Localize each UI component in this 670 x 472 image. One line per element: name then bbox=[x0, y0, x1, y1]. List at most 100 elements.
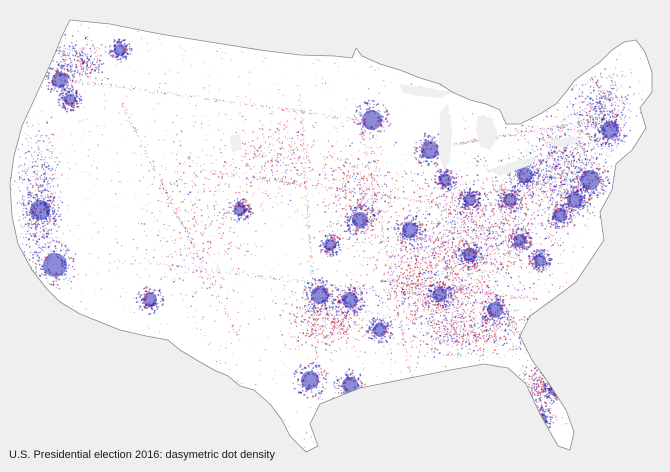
vote-dot bbox=[117, 171, 120, 174]
vote-dot bbox=[230, 58, 232, 60]
vote-dot bbox=[86, 308, 88, 309]
vote-dot bbox=[446, 279, 448, 281]
vote-dot bbox=[413, 454, 414, 455]
vote-dot bbox=[644, 118, 646, 120]
vote-dot bbox=[262, 47, 264, 48]
vote-dot bbox=[484, 203, 485, 205]
vote-dot bbox=[449, 260, 452, 262]
vote-dot bbox=[233, 394, 235, 395]
vote-dot bbox=[82, 119, 84, 121]
vote-dot bbox=[399, 371, 401, 373]
vote-dot bbox=[638, 254, 640, 256]
vote-dot bbox=[30, 176, 32, 178]
vote-dot bbox=[399, 274, 401, 277]
vote-dot bbox=[590, 289, 592, 291]
vote-dot bbox=[38, 53, 40, 55]
vote-dot bbox=[219, 345, 221, 347]
vote-dot bbox=[486, 248, 488, 250]
vote-dot bbox=[156, 342, 158, 344]
vote-dot bbox=[494, 181, 496, 183]
vote-dot bbox=[115, 238, 116, 240]
vote-dot bbox=[584, 224, 586, 226]
vote-dot bbox=[458, 242, 460, 244]
vote-dot bbox=[182, 174, 184, 176]
vote-dot bbox=[559, 314, 561, 316]
vote-dot bbox=[456, 306, 459, 308]
vote-dot bbox=[438, 412, 440, 414]
vote-dot bbox=[586, 218, 588, 220]
vote-dot bbox=[250, 98, 251, 100]
vote-dot bbox=[287, 58, 289, 60]
vote-dot bbox=[426, 240, 428, 242]
vote-dot bbox=[541, 200, 543, 202]
vote-dot bbox=[249, 71, 251, 73]
vote-dot bbox=[219, 48, 221, 50]
vote-dot bbox=[437, 132, 439, 134]
vote-dot bbox=[634, 183, 636, 185]
vote-dot bbox=[42, 298, 44, 300]
vote-dot bbox=[567, 82, 569, 84]
vote-dot bbox=[29, 82, 31, 84]
vote-dot bbox=[306, 328, 308, 329]
vote-dot bbox=[522, 225, 525, 228]
vote-dot bbox=[436, 331, 439, 333]
vote-dot bbox=[460, 218, 463, 221]
vote-dot bbox=[506, 264, 509, 267]
vote-dot bbox=[438, 195, 441, 198]
vote-dot bbox=[493, 235, 496, 238]
vote-dot bbox=[518, 63, 521, 66]
vote-dot bbox=[396, 412, 398, 414]
vote-dot bbox=[526, 154, 528, 156]
vote-dot bbox=[410, 248, 412, 250]
vote-dot bbox=[428, 263, 431, 265]
vote-dot bbox=[369, 325, 370, 327]
vote-dot bbox=[61, 135, 63, 137]
vote-dot bbox=[582, 141, 584, 143]
vote-dot bbox=[419, 259, 421, 261]
vote-dot bbox=[231, 40, 233, 42]
vote-dot bbox=[607, 441, 609, 443]
vote-dot bbox=[565, 176, 567, 178]
vote-dot bbox=[466, 214, 468, 217]
vote-dot bbox=[479, 246, 481, 248]
vote-dot bbox=[470, 236, 472, 238]
vote-dot bbox=[577, 258, 579, 259]
vote-dot bbox=[89, 179, 91, 180]
vote-dot bbox=[283, 156, 285, 158]
vote-dot bbox=[443, 195, 445, 198]
vote-dot bbox=[401, 260, 404, 263]
vote-dot bbox=[549, 225, 552, 228]
vote-dot bbox=[418, 64, 420, 67]
vote-dot bbox=[654, 60, 655, 61]
vote-dot bbox=[415, 366, 418, 368]
vote-dot bbox=[549, 143, 551, 146]
vote-dot bbox=[496, 284, 499, 286]
vote-dot bbox=[403, 246, 405, 247]
vote-dot bbox=[186, 307, 188, 309]
vote-dot bbox=[421, 249, 423, 250]
vote-dot bbox=[465, 120, 467, 121]
vote-dot bbox=[456, 236, 459, 239]
vote-dot bbox=[152, 366, 155, 369]
vote-dot bbox=[567, 311, 569, 313]
vote-dot bbox=[621, 440, 624, 443]
vote-dot bbox=[197, 215, 198, 216]
vote-dot bbox=[420, 242, 422, 244]
vote-dot bbox=[401, 372, 403, 374]
vote-dot bbox=[455, 187, 457, 189]
vote-dot bbox=[621, 74, 624, 76]
vote-dot bbox=[563, 115, 565, 117]
vote-dot bbox=[408, 288, 410, 290]
vote-dot bbox=[59, 310, 61, 312]
vote-dot bbox=[380, 303, 382, 305]
vote-dot bbox=[236, 247, 238, 249]
vote-dot bbox=[645, 408, 647, 411]
vote-dot bbox=[328, 298, 331, 300]
vote-dot bbox=[431, 267, 433, 269]
vote-dot bbox=[649, 201, 651, 202]
vote-dot bbox=[193, 222, 195, 224]
vote-dot bbox=[556, 355, 558, 357]
vote-dot bbox=[250, 253, 252, 255]
vote-dot bbox=[136, 70, 138, 72]
vote-dot bbox=[12, 77, 14, 79]
